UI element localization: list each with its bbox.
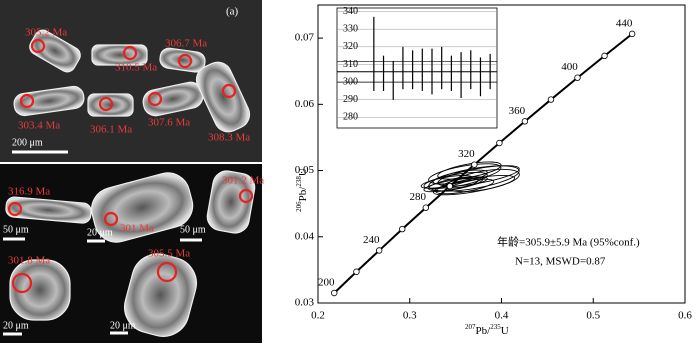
spot-age: 308.3 Ma (208, 132, 250, 144)
age-marker (629, 31, 635, 37)
label-part: 207 (465, 323, 476, 331)
label-part: U (297, 168, 309, 176)
spot-age: 306.7 Ma (165, 38, 207, 50)
age-label: 200 (318, 277, 335, 289)
x-tick-label: 0.5 (586, 310, 600, 322)
y-tick-label: 0.06 (295, 98, 315, 110)
inset-tick-label: 330 (343, 23, 358, 34)
age-marker (472, 162, 478, 168)
age-label: 400 (561, 61, 578, 73)
panel-a: (a) 305.2 Ma 310.5 Ma 306.7 Ma 303.4 Ma 306.… (0, 0, 264, 343)
spot-age: 301.8 Ma (8, 255, 50, 267)
panel-b: 0.20.30.40.50.60.030.040.050.060.07207Pb… (295, 5, 693, 337)
age-marker (548, 97, 554, 103)
scale-bar-label: 50 μm (180, 224, 206, 235)
scale-bar-label: 50 μm (3, 224, 29, 235)
spot-age: 316.9 Ma (8, 186, 50, 198)
scale-bar-label: 20 μm (110, 320, 136, 331)
label-part: 238 (295, 176, 303, 187)
inset-frame (337, 8, 497, 128)
spot-age: 305.2 Ma (25, 27, 67, 39)
spot-age: 306.1 Ma (90, 124, 132, 136)
inset-tick-label: 320 (343, 41, 358, 52)
y-axis-label: 206Pb/238U (295, 168, 309, 212)
age-marker (447, 183, 453, 189)
spot-age: 307.6 Ma (148, 117, 190, 129)
inset-tick-label: 340 (343, 6, 358, 17)
inset-tick-label: 290 (343, 94, 358, 105)
inset-tick-label: 310 (343, 59, 358, 70)
age-marker (376, 248, 382, 254)
x-tick-label: 0.2 (311, 310, 325, 322)
y-tick-label: 0.04 (295, 230, 315, 242)
age-marker (602, 53, 608, 59)
spot-age: 310.5 Ma (115, 62, 157, 74)
age-marker (522, 119, 528, 125)
age-label: 360 (509, 105, 526, 117)
label-part: Pb/ (476, 325, 492, 337)
y-tick-label: 0.07 (295, 32, 315, 44)
age-marker (399, 226, 405, 232)
spot-age: 301 Ma (120, 223, 154, 235)
spot-age: 305.5 Ma (148, 248, 190, 260)
scale-bar-label: 200 μm (12, 137, 43, 148)
x-tick-label: 0.3 (403, 310, 417, 322)
age-marker (423, 205, 429, 211)
annotation: N=13, MSWD=0.87 (515, 256, 606, 268)
spot-age: 301.2 Ma (222, 175, 264, 187)
age-label: 240 (363, 234, 380, 246)
age-label: 320 (458, 148, 475, 160)
y-tick-label: 0.03 (295, 297, 315, 309)
x-tick-label: 0.4 (495, 310, 509, 322)
age-label: 440 (616, 17, 633, 29)
label-part: Pb/ (297, 186, 309, 202)
annotation: 年龄=305.9±5.9 Ma (95%conf.) (497, 235, 640, 249)
age-marker (575, 75, 581, 81)
age-label: 280 (410, 191, 427, 203)
age-marker (497, 140, 503, 146)
age-marker (331, 290, 337, 296)
x-axis-label: 207Pb/235U (465, 323, 509, 337)
label-part: U (501, 325, 509, 337)
age-marker (354, 269, 360, 275)
x-tick-label: 0.6 (678, 310, 692, 322)
label-part: 235 (490, 323, 501, 331)
scale-bar-label: 20 μm (3, 320, 29, 331)
spot-age: 303.4 Ma (18, 120, 60, 132)
inset-tick-label: 280 (343, 112, 358, 123)
panel-label: (a) (226, 6, 239, 18)
scale-bar-label: 20 μm (87, 227, 113, 238)
label-part: 206 (295, 201, 303, 212)
